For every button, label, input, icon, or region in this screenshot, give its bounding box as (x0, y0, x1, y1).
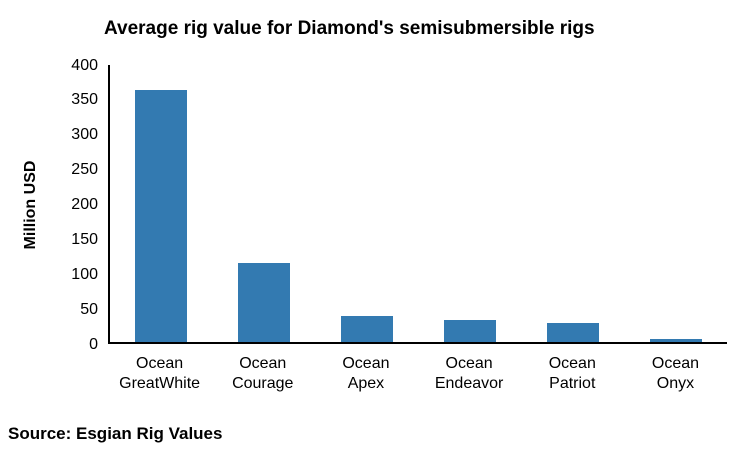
y-tick-label: 150 (71, 230, 98, 248)
category-label: Ocean Patriot (521, 354, 624, 394)
category-label-line2: GreatWhite (119, 375, 201, 392)
y-tick-label: 250 (71, 161, 98, 179)
category-label: Ocean Courage (211, 354, 314, 394)
bar-ocean-onyx (649, 338, 702, 342)
bar-cell (316, 65, 419, 342)
chart-title: Average rig value for Diamond's semisubm… (104, 18, 595, 39)
y-tick-label: 50 (80, 300, 98, 318)
y-tick-label: 400 (71, 56, 98, 74)
bar-ocean-patriot (546, 322, 599, 342)
bar-series (110, 65, 727, 342)
category-label: Ocean Onyx (624, 354, 727, 394)
category-label-line1: Ocean (342, 355, 390, 372)
bar-ocean-courage (238, 262, 291, 342)
category-label-line1: Ocean (548, 355, 596, 372)
bar-ocean-endeavor (443, 319, 496, 342)
y-tick-label: 300 (71, 126, 98, 144)
x-axis-labels: Ocean GreatWhite Ocean Courage Ocean Apex Ocea… (108, 354, 727, 394)
category-label-line2: Onyx (656, 375, 695, 392)
category-label: Ocean Apex (314, 354, 417, 394)
category-label: Ocean GreatWhite (108, 354, 211, 394)
source-note: Source: Esgian Rig Values (8, 424, 223, 443)
bar-cell (521, 65, 624, 342)
category-label-line2: Courage (232, 375, 294, 392)
category-label-line2: Endeavor (434, 375, 504, 392)
y-tick-label: 350 (71, 91, 98, 109)
bar-cell (110, 65, 213, 342)
bar-cell (213, 65, 316, 342)
category-label-line1: Ocean (239, 355, 287, 372)
plot-area (108, 65, 727, 344)
y-tick-label: 200 (71, 196, 98, 213)
category-label-line2: Patriot (549, 375, 596, 392)
category-label-line1: Ocean (651, 355, 700, 372)
category-label-line1: Ocean (445, 355, 493, 372)
category-label-line2: Apex (347, 375, 385, 392)
bar-ocean-greatwhite (135, 89, 188, 342)
category-label: Ocean Endeavor (418, 354, 521, 394)
y-tick-label: 0 (89, 335, 98, 353)
bar-ocean-apex (341, 315, 394, 342)
category-label-line1: Ocean (136, 355, 184, 372)
bar-cell (418, 65, 521, 342)
y-tick-label: 100 (71, 265, 98, 283)
bar-cell (624, 65, 727, 342)
